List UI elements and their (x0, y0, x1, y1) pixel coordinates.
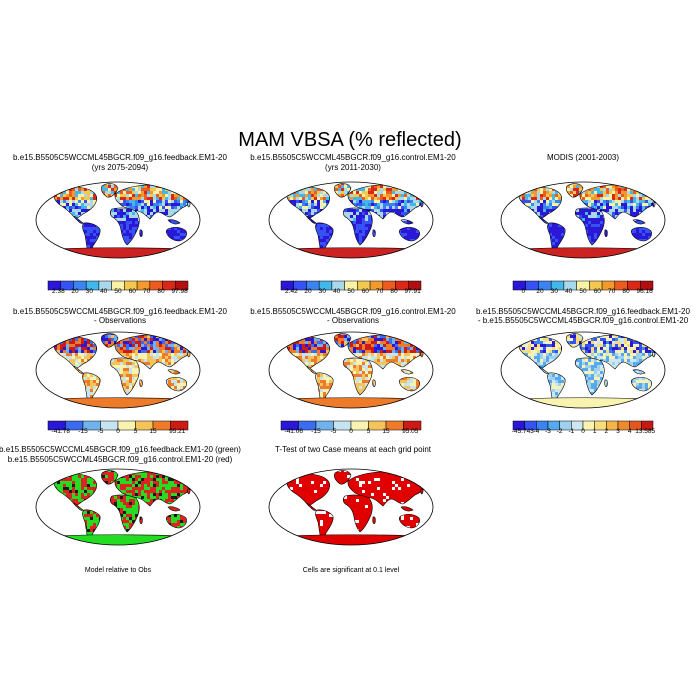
colorbar-tick-label: 60 (362, 288, 370, 295)
panel-grid: b.e15.B5505C5WCCML45BGCR.f09_g16.feedbac… (0, 153, 690, 574)
colorbar-tick-label: -41.78 (52, 428, 71, 435)
world-map (35, 331, 201, 409)
colorbar-tick-label: 20 (536, 288, 544, 295)
colorbar-tick-label: 40 (100, 288, 108, 295)
colorbar-tick-label: 95.05 (402, 428, 419, 435)
colorbar-tick-label: 2 (605, 428, 609, 435)
world-map (500, 331, 666, 409)
colorbar-tick-label: 3 (616, 428, 620, 435)
colorbar-tick-label: 97.98 (171, 288, 188, 295)
panel-title: b.e15.B5505C5WCCML45BGCR.f09_g16.feedbac… (0, 445, 241, 454)
panel-title: b.e15.B5505C5WCCML45BGCR.f09_g16.feedbac… (13, 307, 227, 316)
colorbar-tick-label: 5 (367, 428, 371, 435)
colorbar-tick-label: 15 (382, 428, 390, 435)
panel-case-feedback: b.e15.B5505C5WCCML45BGCR.f09_g16.feedbac… (13, 153, 227, 295)
colorbar-tick-label: 40 (333, 288, 341, 295)
colorbar-tick-label: 0 (349, 428, 353, 435)
colorbar: -45.743 -4 -3 -2 -1 0 1 2 3 4 13.585 (512, 420, 655, 435)
colorbar-tick-label: 50 (347, 288, 355, 295)
colorbar-tick-label: 70 (376, 288, 384, 295)
panel-title: b.e15.B5505C5WCCML45BGCR.f09_g16.control… (250, 307, 456, 316)
panel-subtitle: b.e15.B5505C5WCCML45BGCR.f09_g16.control… (8, 455, 233, 464)
colorbar-tick-label: -1 (568, 428, 574, 435)
colorbar-swatch (640, 280, 654, 291)
colorbar-tick-label: 80 (622, 288, 630, 295)
panel-feedback-minus-obs: b.e15.B5505C5WCCML45BGCR.f09_g16.feedbac… (13, 307, 227, 435)
colorbar-tick-label: 60 (129, 288, 137, 295)
world-map (268, 181, 434, 259)
panel-control-minus-obs: b.e15.B5505C5WCCML45BGCR.f09_g16.control… (250, 307, 456, 435)
world-map (35, 181, 201, 259)
colorbar-tick-label: 20 (71, 288, 79, 295)
colorbar-tick-label: 0 (581, 428, 585, 435)
colorbar-tick-label: -2 (557, 428, 563, 435)
colorbar-tick-label: -5 (98, 428, 104, 435)
world-map (35, 468, 201, 546)
colorbar-tick-label: 1 (593, 428, 597, 435)
colorbar-tick-label: 0 (116, 428, 120, 435)
colorbar-tick-label: -41.06 (285, 428, 304, 435)
colorbar-tick-label: -3 (545, 428, 551, 435)
panel-case-control: b.e15.B5505C5WCCML45BGCR.f09_g16.control… (250, 153, 456, 295)
panel-title: T-Test of two Case means at each grid po… (275, 445, 432, 454)
colorbar-tick-label: 50 (114, 288, 122, 295)
colorbar-swatch (170, 420, 189, 431)
world-map (500, 181, 666, 259)
panel-relative-to-obs: b.e15.B5505C5WCCML45BGCR.f09_g16.feedbac… (0, 445, 241, 574)
colorbar: 2.38 20 30 40 50 60 70 80 97.98 (47, 280, 189, 295)
colorbar-tick-label: 60 (594, 288, 602, 295)
colorbar: -41.78 -15 -5 0 5 15 95.21 (47, 420, 189, 435)
colorbar-tick-label: 2.38 (52, 288, 65, 295)
panel-observations: MODIS (2001-2003) 0 20 30 40 50 60 70 80 96.16 (500, 153, 666, 295)
panel-title: b.e15.B5505C5WCCML45BGCR.f09_g16.feedbac… (13, 153, 227, 162)
colorbar-swatch (175, 280, 189, 291)
page-title: MAM VBSA (% reflected) (238, 129, 461, 151)
panel-subtitle: (yrs 2011-2030) (325, 163, 381, 172)
colorbar-tick-label: 50 (579, 288, 587, 295)
colorbar-tick-label: 0 (522, 288, 526, 295)
colorbar: 0 20 30 40 50 60 70 80 96.16 (512, 280, 654, 295)
colorbar-swatch (641, 420, 654, 431)
panel-subtitle: - Observations (94, 316, 146, 325)
colorbar-tick-label: -45.743 (512, 428, 534, 435)
panel-feedback-minus-control: b.e15.B5505C5WCCML45BGCR.f09_g16.feedbac… (476, 307, 690, 435)
colorbar-tick-label: -15 (311, 428, 321, 435)
panel-subtitle: - b.e15.B5505C5WCCML45BGCR.f09_g16.contr… (478, 316, 689, 325)
colorbar-tick-label: 5 (134, 428, 138, 435)
panel-caption: Cells are significant at 0.1 level (303, 567, 400, 574)
colorbar-tick-label: -15 (78, 428, 88, 435)
colorbar: 2.42 20 30 40 50 60 70 80 97.91 (280, 280, 422, 295)
panel-title: b.e15.B5505C5WCCML45BGCR.f09_g16.feedbac… (476, 307, 690, 316)
colorbar-tick-label: 13.585 (635, 428, 655, 435)
colorbar-swatch (403, 420, 422, 431)
colorbar-tick-label: 2.42 (285, 288, 298, 295)
colorbar-tick-label: 40 (565, 288, 573, 295)
colorbar: -41.06 -15 -5 0 5 15 95.05 (280, 420, 422, 435)
colorbar-tick-label: 97.91 (404, 288, 421, 295)
panel-caption: Model relative to Obs (85, 567, 152, 574)
colorbar-tick-label: 70 (608, 288, 616, 295)
colorbar-tick-label: 70 (143, 288, 151, 295)
panel-subtitle: (yrs 2075-2094) (92, 163, 149, 172)
world-map (268, 331, 434, 409)
colorbar-tick-label: 30 (86, 288, 94, 295)
colorbar-tick-label: 95.21 (169, 428, 186, 435)
colorbar-tick-label: 15 (149, 428, 157, 435)
colorbar-tick-label: 96.16 (636, 288, 653, 295)
colorbar-tick-label: 80 (390, 288, 398, 295)
colorbar-tick-label: 30 (319, 288, 327, 295)
colorbar-tick-label: 80 (157, 288, 165, 295)
colorbar-tick-label: 4 (628, 428, 632, 435)
colorbar-swatch (408, 280, 422, 291)
panel-title: b.e15.B5505C5WCCML45BGCR.f09_g16.control… (250, 153, 456, 162)
colorbar-tick-label: -5 (331, 428, 337, 435)
panel-title: MODIS (2001-2003) (547, 153, 619, 162)
colorbar-tick-label: -4 (533, 428, 539, 435)
colorbar-tick-label: 20 (304, 288, 312, 295)
panel-t-test: T-Test of two Case means at each grid po… (268, 445, 434, 574)
world-map (268, 468, 434, 546)
panel-subtitle: - Observations (327, 316, 379, 325)
colorbar-tick-label: 30 (551, 288, 559, 295)
